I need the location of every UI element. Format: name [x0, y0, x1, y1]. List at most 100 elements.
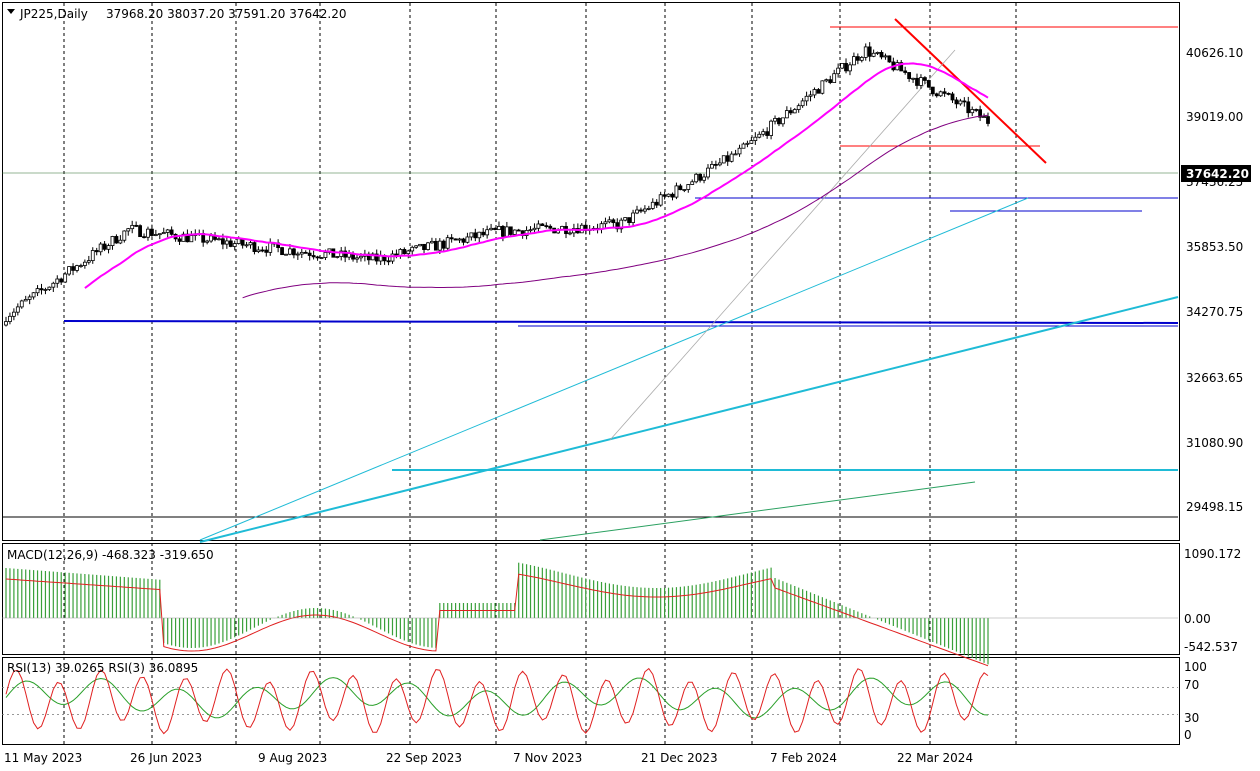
candle-body	[899, 62, 904, 72]
rsi-axis-label: 100	[1184, 660, 1207, 674]
time-tick-label: 22 Sep 2023	[386, 751, 462, 765]
price-tick-label: 40626.10	[1186, 46, 1243, 60]
candle-body	[291, 248, 296, 256]
candle-body	[848, 64, 852, 72]
candle-body	[508, 226, 513, 235]
candle-body	[966, 101, 971, 114]
trend-lines	[2, 18, 1179, 543]
rsi-series	[2, 667, 1178, 735]
dropdown-triangle-icon[interactable]	[7, 9, 15, 14]
candle-body	[962, 100, 967, 103]
rsi-axis-label: 0	[1184, 728, 1192, 742]
candle-body	[784, 110, 789, 119]
candle-body	[516, 229, 521, 232]
candle-body	[181, 233, 186, 242]
candle-body	[457, 238, 462, 241]
candle-body	[820, 80, 825, 94]
candle-body	[288, 248, 292, 255]
candle-body	[978, 109, 983, 118]
candle-body	[769, 120, 773, 136]
candle-body	[493, 227, 497, 231]
candle-body	[264, 249, 269, 253]
macd-axis-label: -542.537	[1184, 640, 1238, 654]
candle-body	[63, 273, 68, 283]
candle-body	[631, 212, 635, 223]
candle-body	[737, 147, 742, 155]
candle-body	[717, 162, 722, 166]
candle-body	[134, 224, 139, 227]
candle-body	[27, 296, 32, 300]
candle-body	[303, 251, 308, 254]
candle-body	[915, 77, 919, 86]
rsi3-line	[5, 667, 989, 735]
candle-body	[433, 240, 438, 251]
candle-body	[642, 208, 647, 212]
candle-body	[299, 251, 304, 255]
candle-body	[189, 235, 194, 243]
candle-body	[90, 250, 95, 261]
candle-body	[832, 73, 837, 83]
candle-body	[950, 93, 955, 101]
time-tick-label: 26 Jun 2023	[130, 751, 202, 765]
candle-body	[540, 223, 545, 227]
rsi-axis-label: 30	[1184, 711, 1199, 725]
candle-body	[150, 228, 154, 236]
candle-body	[430, 240, 434, 244]
candle-body	[106, 245, 111, 250]
candle-body	[497, 225, 501, 231]
candle-body	[934, 93, 939, 97]
candle-body	[343, 250, 348, 258]
candle-body	[102, 243, 107, 250]
candle-body	[662, 194, 667, 197]
candle-body	[244, 244, 249, 247]
candle-body	[852, 56, 856, 66]
current-price-label: 37642.20	[1186, 167, 1249, 181]
candle-body	[86, 260, 91, 263]
candle-body	[228, 240, 233, 247]
macd-series	[2, 562, 1178, 667]
candle-body	[461, 238, 466, 243]
candle-body	[883, 55, 888, 58]
candle-body	[658, 194, 663, 206]
candle-body	[603, 221, 608, 225]
candle-body	[548, 225, 553, 229]
candle-body	[911, 77, 915, 80]
candle-body	[398, 249, 403, 256]
candle-body	[532, 227, 537, 231]
candle-body	[126, 228, 131, 232]
candle-body	[745, 142, 750, 145]
candle-body	[828, 79, 833, 83]
candle-body	[110, 236, 115, 246]
candle-body	[844, 63, 848, 72]
candle-body	[504, 226, 509, 237]
candle-body	[544, 225, 549, 228]
candle-body	[887, 55, 892, 63]
macd-panel	[2, 543, 1180, 655]
candle-body	[615, 222, 620, 230]
candle-body	[79, 265, 83, 267]
rsi-title: RSI(13) 39.0265 RSI(3) 36.0895	[7, 661, 198, 675]
candle-body	[710, 163, 714, 169]
candle-body	[8, 315, 12, 322]
time-axis: 11 May 2023 26 Jun 2023 9 Aug 2023 22 Se…	[4, 751, 973, 765]
candle-body	[777, 117, 781, 125]
candle-body	[879, 51, 884, 58]
candle-body	[402, 249, 407, 255]
candle-body	[788, 110, 793, 114]
candle-body	[406, 250, 411, 255]
candle-body	[355, 257, 359, 260]
candle-body	[725, 155, 730, 162]
candle-body	[753, 136, 758, 141]
candle-body	[922, 77, 927, 81]
candle-body	[221, 238, 225, 245]
candle-body	[441, 240, 446, 249]
candle-body	[422, 243, 426, 250]
candle-body	[130, 224, 135, 230]
candle-body	[315, 256, 320, 259]
time-tick-label: 21 Dec 2023	[641, 751, 718, 765]
macd-axis-label: 0.00	[1184, 612, 1211, 626]
candle-body	[781, 117, 785, 125]
candle-body	[867, 46, 872, 57]
price-tick-label: 39019.00	[1186, 110, 1243, 124]
candle-body	[414, 245, 419, 248]
